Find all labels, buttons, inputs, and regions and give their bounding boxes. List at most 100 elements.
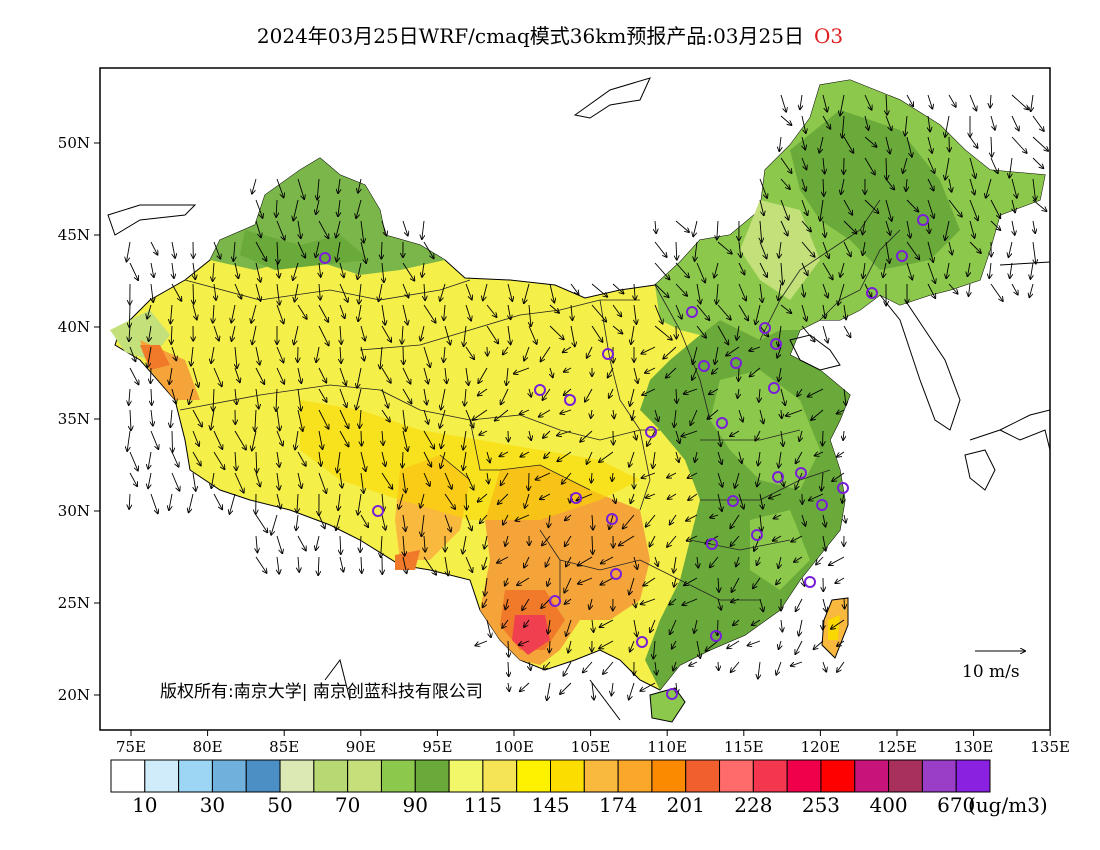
colorbar-label: 90 (403, 793, 428, 817)
wind-arrow (717, 220, 718, 240)
wind-arrow (760, 493, 763, 509)
wind-arrow (520, 409, 530, 414)
wind-arrow (801, 157, 807, 169)
wind-arrow (514, 367, 530, 374)
wind-arrow (192, 451, 201, 466)
station-marker (645, 426, 657, 438)
wind-arrow (508, 325, 511, 344)
wind-arrow (560, 409, 572, 414)
wind-arrow (799, 619, 803, 636)
wind-arrow (297, 178, 304, 199)
wind-arrow (653, 640, 655, 659)
wind-arrow (675, 430, 680, 443)
wind-arrow (629, 682, 635, 700)
wind-arrow (842, 115, 844, 138)
wind-arrow (832, 472, 845, 481)
wind-arrow (757, 472, 760, 486)
wind-arrow (585, 388, 593, 402)
wind-arrow (170, 304, 172, 324)
wind-arrow (716, 283, 718, 304)
colorbar: 10 30 50 70 90 115 145 174 201 228 253 400 670(ug/m3… (110, 759, 1048, 817)
wind-arrow (295, 283, 299, 302)
wind-arrow (149, 325, 151, 341)
wind-arrow (717, 325, 728, 345)
wind-arrow (557, 430, 572, 436)
wind-arrow (684, 388, 698, 394)
wind-arrow (675, 283, 687, 296)
wind-arrow (801, 199, 808, 215)
wind-arrow (592, 535, 593, 554)
wind-arrow (318, 409, 329, 429)
wind-arrow (623, 514, 635, 529)
wind-arrow (986, 178, 992, 198)
wind-arrow (755, 430, 761, 441)
wind-arrow (252, 178, 257, 194)
wind-arrow (738, 262, 745, 274)
wind-arrow (361, 220, 364, 243)
wind-arrow (129, 262, 138, 280)
wind-arrow (589, 598, 592, 609)
wind-arrow (211, 409, 215, 430)
wind-arrow (547, 577, 550, 586)
wind-arrow (360, 346, 364, 361)
wind-arrow (1032, 157, 1043, 168)
wind-arrow (843, 241, 851, 256)
wind-arrow (403, 535, 405, 556)
wind-arrow (630, 388, 635, 406)
wind-arrow (609, 514, 614, 529)
colorbar-label: 70 (335, 793, 360, 817)
wind-arrow (676, 388, 677, 403)
wind-arrow (780, 115, 792, 125)
wind-arrow (809, 493, 824, 500)
wind-arrow (822, 94, 827, 112)
wind-arrow (403, 514, 406, 531)
wind-arrow (759, 262, 767, 277)
station-marker (866, 287, 878, 299)
wind-arrow (214, 283, 216, 300)
wind-arrow (213, 430, 222, 449)
wind-arrow (717, 241, 732, 254)
wind-arrow (821, 472, 823, 491)
wind-arrow (358, 262, 362, 279)
wind-arrow (381, 304, 385, 325)
wind-arrow (441, 451, 446, 468)
wind-arrow (473, 409, 488, 420)
wind-arrow (653, 451, 655, 468)
wind-arrow (717, 451, 722, 464)
wind-arrow (356, 388, 362, 410)
wind-arrow (801, 115, 806, 133)
wind-arrow (731, 535, 740, 546)
wind-arrow (356, 199, 362, 218)
wind-arrow (255, 514, 267, 532)
wind-arrow (293, 199, 299, 221)
wind-arrow (837, 640, 845, 646)
wind-arrow (340, 346, 341, 363)
wind-arrow (753, 577, 761, 588)
wind-arrow (696, 640, 700, 658)
wind-arrow (654, 325, 672, 340)
wind-arrow (906, 94, 913, 106)
wind-arrow (695, 241, 697, 261)
wind-arrow (340, 325, 341, 344)
wind-arrow (539, 409, 551, 417)
wind-arrow (484, 535, 487, 549)
wind-arrow (293, 262, 299, 280)
wind-arrow (609, 388, 614, 398)
wind-arrow (646, 514, 656, 527)
wind-arrow (402, 556, 407, 573)
wind-arrow (837, 451, 845, 457)
station-marker (770, 338, 782, 350)
province-borders (179, 199, 901, 601)
lon-tick-label: 125E (877, 738, 917, 756)
wind-arrow (547, 682, 551, 700)
wind-arrow (256, 451, 257, 473)
wind-arrow (148, 472, 151, 488)
wind-arrow (213, 367, 222, 386)
wind-arrow (842, 493, 844, 503)
wind-arrow (811, 409, 824, 420)
wind-arrow (968, 262, 971, 276)
wind-arrow (646, 493, 656, 498)
wind-arrow (715, 346, 719, 364)
wind-arrow (681, 430, 698, 436)
wind-arrow (591, 283, 607, 297)
